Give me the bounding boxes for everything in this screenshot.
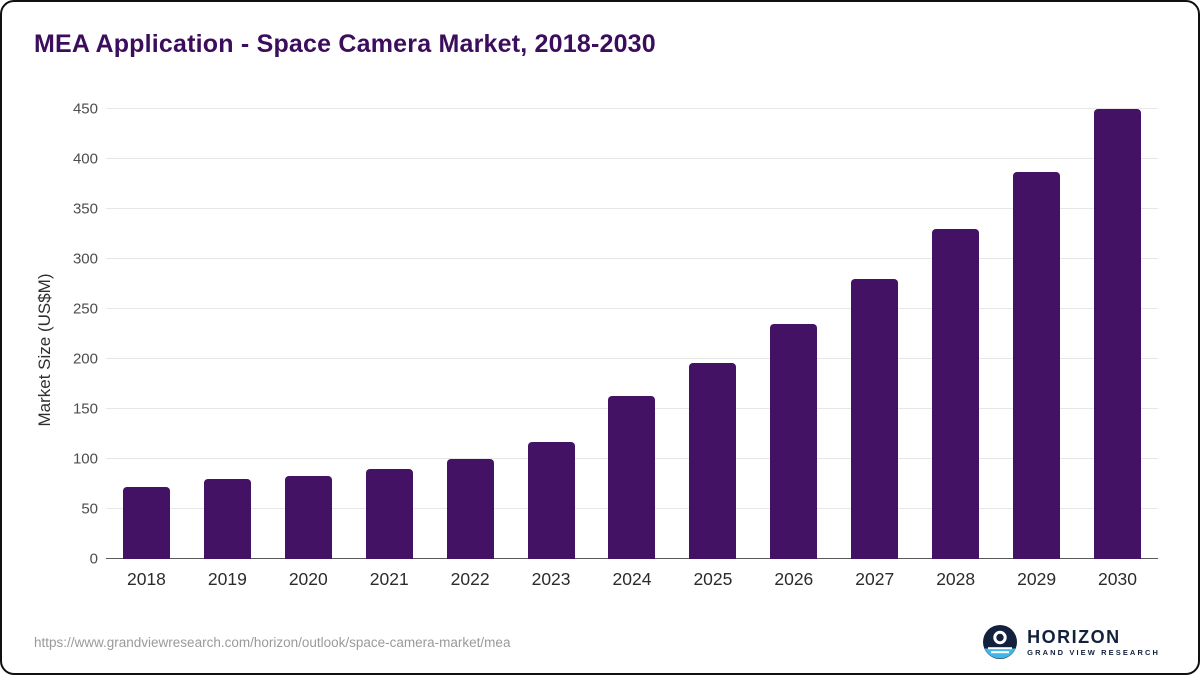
source-url: https://www.grandviewresearch.com/horizo… <box>34 634 511 650</box>
bar-2030 <box>1094 109 1142 559</box>
bars <box>106 109 1158 559</box>
bar-column-2025 <box>672 109 753 559</box>
bar-2026 <box>770 324 818 559</box>
chart: Market Size (US$M) 0 50 100 150 200 250 300 350… <box>32 101 1158 590</box>
y-tick-label-50: 50 <box>81 500 98 518</box>
bar-2023 <box>527 442 575 559</box>
plot-area <box>106 108 1158 559</box>
y-tick-label-200: 200 <box>72 350 98 368</box>
gridline-250 <box>106 308 1158 309</box>
bar-column-2026 <box>753 109 834 559</box>
chart-title: MEA Application - Space Camera Market, 2… <box>34 30 656 58</box>
y-axis-title: Market Size (US$M) <box>35 272 54 427</box>
x-label-2019: 2019 <box>207 569 247 589</box>
x-label-2029: 2029 <box>1017 569 1057 589</box>
y-tick-label-0: 0 <box>89 550 98 568</box>
bar-column-2019 <box>187 109 268 559</box>
logo-name: HORIZON <box>1027 626 1121 647</box>
x-label-2025: 2025 <box>693 569 733 589</box>
x-label-2021: 2021 <box>369 569 409 589</box>
horizon-logo: HORIZON GRAND VIEW RESEARCH <box>982 624 1160 660</box>
bar-2020 <box>284 476 332 559</box>
y-axis-ticks: 0 50 100 150 200 250 300 350 400 450 <box>58 101 106 568</box>
x-label-2027: 2027 <box>855 569 895 589</box>
y-tick-label-400: 400 <box>72 150 98 168</box>
x-label-2018: 2018 <box>126 569 166 589</box>
bar-2024 <box>608 396 656 559</box>
x-axis-labels: 2018 2019 2020 2021 2022 2023 2024 2025 2026 2027… <box>106 569 1158 590</box>
gridline-300 <box>106 258 1158 260</box>
bar-2025 <box>689 363 737 559</box>
gridline-350 <box>106 208 1158 209</box>
bar-column-2022 <box>430 109 511 559</box>
bar-2029 <box>1013 172 1061 559</box>
bar-column-2020 <box>268 109 349 559</box>
bar-column-2028 <box>915 109 996 559</box>
bar-column-2027 <box>834 109 915 559</box>
bar-2028 <box>932 229 980 559</box>
gridline-450 <box>106 108 1158 109</box>
y-tick-label-150: 150 <box>72 400 98 418</box>
y-tick-label-350: 350 <box>72 200 98 218</box>
logo-subtitle: GRAND VIEW RESEARCH <box>1027 647 1160 657</box>
bar-column-2030 <box>1077 109 1158 559</box>
bar-2021 <box>365 469 413 559</box>
bar-column-2029 <box>996 109 1077 559</box>
bar-column-2024 <box>592 109 673 559</box>
footer: https://www.grandviewresearch.com/horizo… <box>2 611 1198 673</box>
bar-2027 <box>851 279 899 559</box>
bar-column-2018 <box>106 109 187 559</box>
bar-column-2023 <box>511 109 592 559</box>
x-label-2024: 2024 <box>612 569 652 589</box>
x-label-2030: 2030 <box>1098 569 1137 589</box>
x-label-2020: 2020 <box>288 569 328 589</box>
gridline-200 <box>106 358 1158 359</box>
y-tick-label-300: 300 <box>72 250 98 268</box>
horizon-logo-icon <box>982 624 1018 660</box>
bar-column-2021 <box>349 109 430 559</box>
y-tick-label-100: 100 <box>72 450 98 468</box>
x-label-2023: 2023 <box>531 569 571 589</box>
gridline-400 <box>106 158 1158 159</box>
bar-2019 <box>203 479 251 559</box>
y-tick-label-450: 450 <box>72 100 98 118</box>
x-label-2028: 2028 <box>936 569 976 589</box>
y-tick-label-250: 250 <box>72 300 98 318</box>
bar-2022 <box>446 459 494 559</box>
x-label-2026: 2026 <box>774 569 814 589</box>
bar-2018 <box>122 487 170 559</box>
x-label-2022: 2022 <box>450 569 490 589</box>
